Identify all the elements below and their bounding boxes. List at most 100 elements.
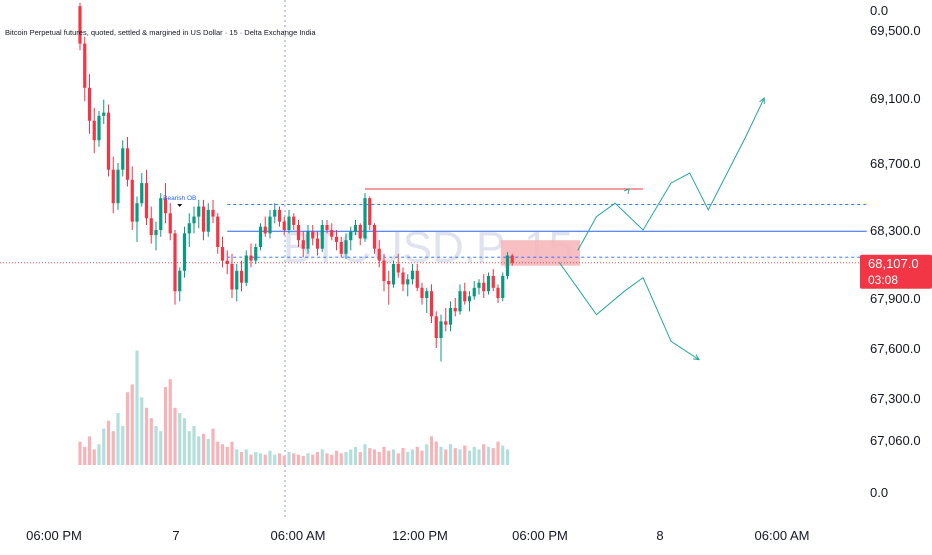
candle-body — [140, 183, 144, 204]
volume-bar — [415, 446, 419, 465]
candle-body — [182, 233, 187, 271]
candle-body — [415, 270, 419, 288]
candle-body — [501, 275, 505, 298]
volume-bar — [111, 431, 115, 465]
price-axis-label: 67,900.0 — [870, 291, 921, 306]
candle-body — [372, 224, 377, 249]
volume-bar — [102, 428, 106, 465]
candle-body — [301, 240, 305, 249]
volume-bar — [235, 449, 239, 465]
volume-bar — [320, 449, 324, 465]
volume-bar — [339, 453, 343, 465]
volume-bar — [287, 452, 291, 465]
candle-body — [144, 183, 149, 219]
candle-body — [510, 255, 514, 263]
price-axis-label: 67,300.0 — [870, 391, 921, 406]
candle-body — [467, 296, 472, 302]
volume-bar — [444, 449, 448, 465]
candle-body — [439, 321, 443, 338]
projection-down-path-arrowhead — [692, 354, 700, 361]
price-axis-label: 67,060.0 — [870, 433, 921, 448]
candle-body — [496, 287, 500, 298]
candle-body — [425, 291, 429, 298]
volume-bar — [106, 420, 111, 465]
symbol-description: Bitcoin Perpetual futures, quoted, settl… — [5, 28, 316, 37]
volume-bar — [130, 384, 134, 465]
volume-bar — [154, 426, 158, 465]
candle-body — [287, 216, 291, 230]
candle-body — [178, 270, 182, 292]
candle-body — [448, 308, 453, 325]
volume-bar — [225, 446, 229, 465]
candle-body — [391, 264, 396, 285]
volume-bar — [230, 441, 234, 465]
volume-bar — [410, 449, 415, 465]
candle-body — [249, 255, 253, 261]
volume-bar — [482, 444, 486, 465]
candle-body — [258, 226, 263, 247]
volume-bar — [220, 444, 225, 465]
candle-body — [230, 264, 234, 290]
candle-body — [225, 260, 229, 264]
volume-bar — [391, 449, 396, 465]
volume-bar — [92, 449, 96, 465]
volume-bar — [463, 445, 467, 465]
candle-body — [344, 240, 348, 254]
candle-body — [477, 282, 481, 288]
bearish-ob-marker — [177, 204, 183, 207]
candle-body — [220, 247, 225, 261]
volume-bar — [173, 407, 177, 465]
volume-bar — [292, 453, 296, 465]
price-axis-label: 68,300.0 — [870, 223, 921, 238]
candle-body — [163, 198, 168, 214]
volume-bar — [301, 455, 305, 465]
volume-bar — [420, 450, 424, 465]
candle-body — [239, 270, 244, 283]
volume-bar — [116, 413, 120, 465]
projection-up-path-arrowhead — [759, 96, 765, 105]
volume-bar — [505, 449, 510, 465]
candle-body — [187, 223, 191, 234]
volume-bar — [315, 452, 320, 465]
price-axis-label: 69,100.0 — [870, 91, 921, 106]
volume-bar — [406, 452, 410, 465]
candle-body — [453, 308, 457, 312]
candle-body — [168, 213, 172, 234]
candle-body — [173, 233, 177, 292]
candle-body — [216, 216, 220, 247]
candle-body — [382, 260, 386, 281]
volume-bar — [453, 448, 457, 465]
volume-bar — [192, 426, 196, 465]
volume-bar — [486, 446, 491, 465]
candle-body — [87, 87, 92, 121]
volume-bar — [501, 445, 505, 465]
candle-body — [235, 270, 239, 290]
price-axis-label: 69,500.0 — [870, 23, 921, 38]
volume-bar — [182, 418, 187, 465]
candle-body — [396, 264, 400, 273]
time-axis-label: 7 — [172, 528, 179, 543]
volume-bar — [144, 407, 149, 465]
candle-body — [377, 248, 381, 261]
last-price-value: 68,107.0 — [868, 256, 919, 271]
volume-bar — [197, 436, 201, 465]
volume-bar — [168, 379, 172, 465]
candle-body — [111, 169, 115, 204]
last-price-countdown: 03:08 — [868, 273, 898, 287]
candle-body — [154, 230, 158, 236]
candle-body — [463, 291, 467, 302]
volume-bar — [429, 436, 434, 465]
volume-bar — [334, 450, 339, 465]
candle-body — [273, 209, 277, 217]
price-axis-label: 0.0 — [870, 485, 888, 500]
candle-body — [320, 224, 324, 249]
candle-body — [116, 169, 120, 204]
volume-bar — [239, 452, 244, 465]
candle-body — [254, 247, 258, 261]
candle-body — [472, 287, 476, 297]
volume-bar — [78, 441, 82, 465]
volume-bar — [83, 446, 87, 465]
candle-body — [458, 291, 462, 312]
